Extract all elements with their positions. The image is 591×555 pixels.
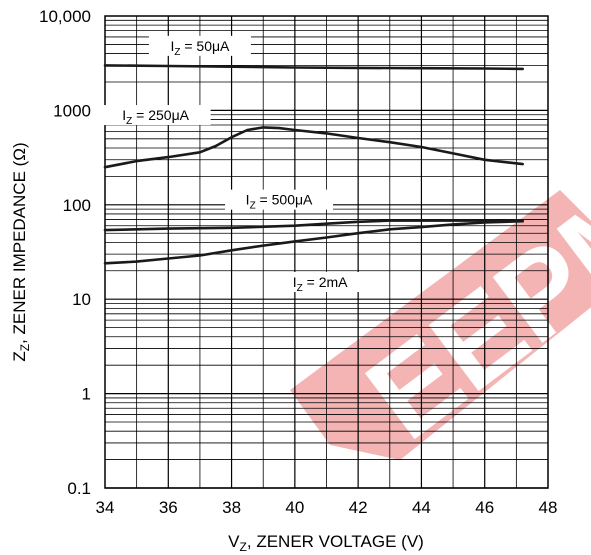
series-label: IZ = 250μA <box>122 107 189 127</box>
x-tick-label: 38 <box>222 498 241 517</box>
series-line <box>103 219 524 232</box>
grid-lines <box>105 16 548 489</box>
y-tick-label: 10,000 <box>39 7 91 26</box>
x-tick-label: 34 <box>96 498 115 517</box>
y-tick-label: 0.1 <box>67 479 91 498</box>
series-label-background <box>148 35 251 56</box>
series-label-background <box>225 189 334 210</box>
series-line <box>103 126 524 169</box>
series-label: IZ = 2mA <box>293 274 348 294</box>
x-tick-label: 46 <box>475 498 494 517</box>
x-tick-label: 36 <box>159 498 178 517</box>
plot-area-frame <box>104 15 549 489</box>
series-layer: IZ = 50μA IZ = 250μA IZ = 500μA IZ = 2mA <box>100 35 524 294</box>
x-axis-label: VZ, ZENER VOLTAGE (V) <box>228 532 424 554</box>
series-line <box>103 64 524 71</box>
x-tick-labels: 34 36 38 40 42 44 46 48 <box>96 498 558 517</box>
x-tick-label: 48 <box>539 498 558 517</box>
series-label-background <box>272 271 369 292</box>
eepm-watermark-logo: EEPM <box>290 153 591 465</box>
y-tick-label: 1000 <box>53 101 91 120</box>
y-tick-label: 10 <box>72 290 91 309</box>
series-label: IZ = 500μA <box>246 192 313 212</box>
y-tick-label: 100 <box>63 196 91 215</box>
x-tick-label: 44 <box>412 498 431 517</box>
y-tick-label: 1 <box>82 385 91 404</box>
series-label: IZ = 50μA <box>170 38 230 58</box>
x-tick-label: 42 <box>349 498 368 517</box>
x-tick-label: 40 <box>285 498 304 517</box>
series-line <box>103 219 524 265</box>
series-label-background <box>100 105 211 126</box>
y-tick-labels: 0.1 1 10 100 1000 10,000 <box>39 7 91 498</box>
y-axis-label: ZZ, ZENER IMPEDANCE (Ω) <box>10 142 32 361</box>
